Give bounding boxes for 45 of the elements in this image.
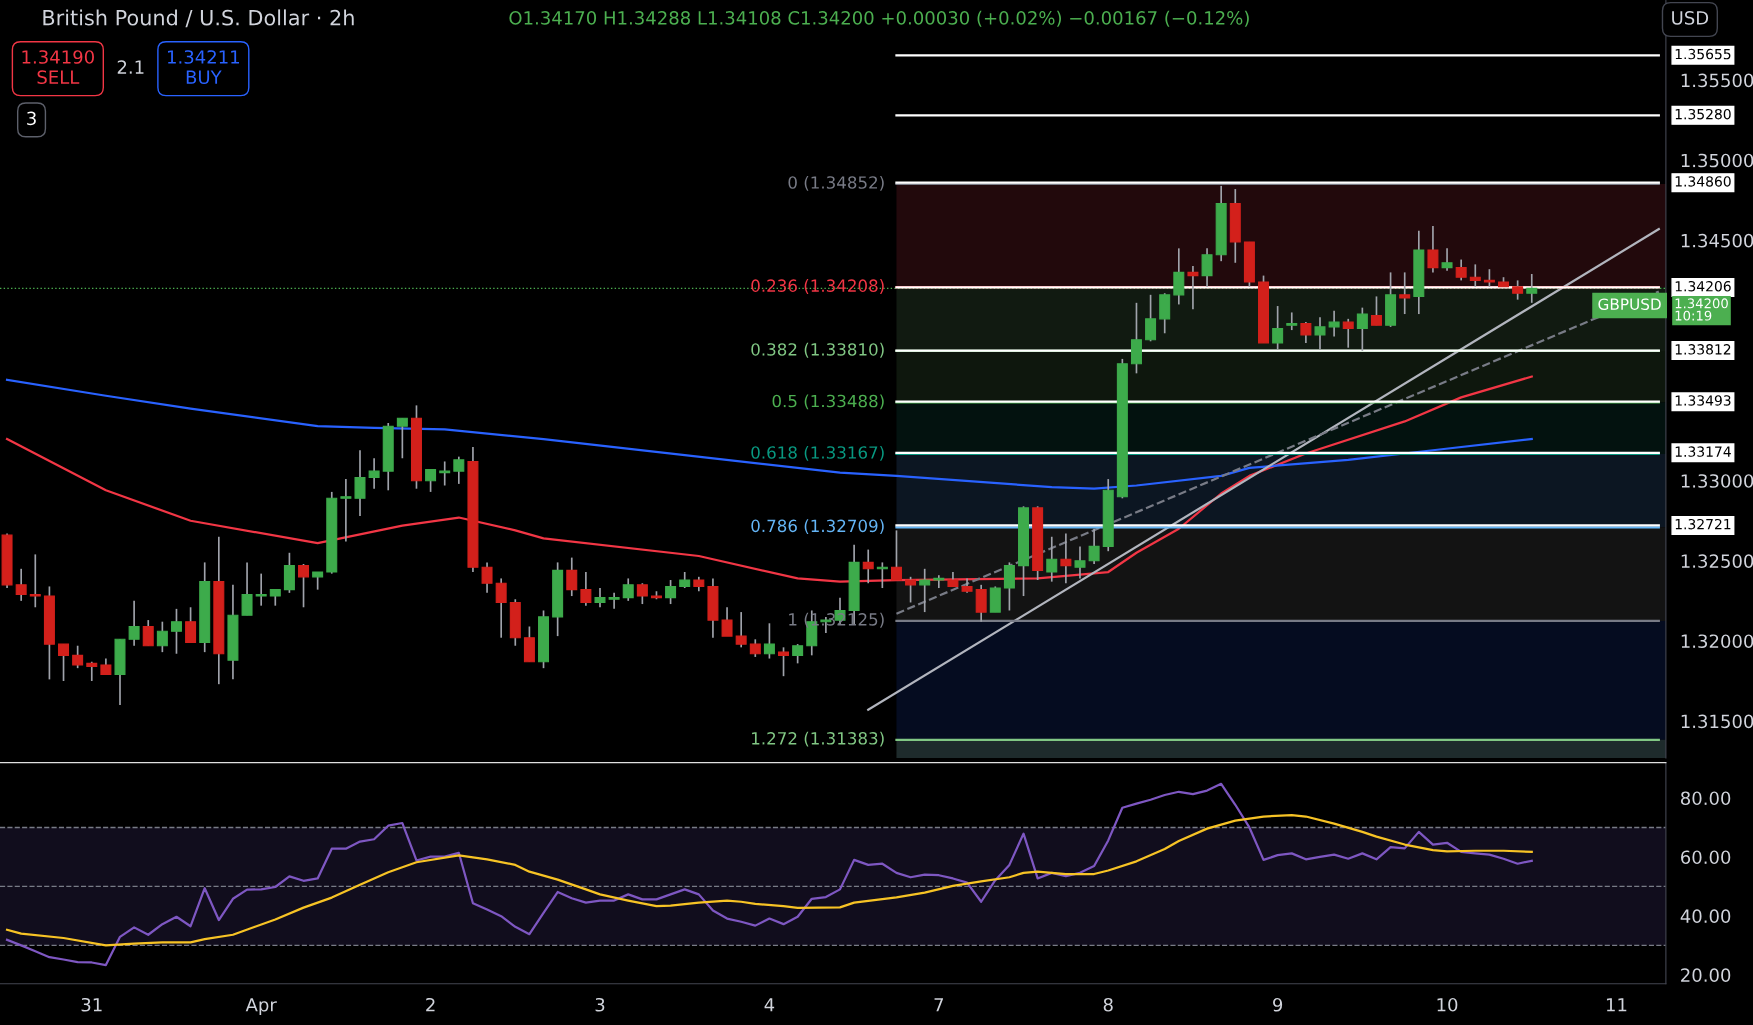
y-tick-label: 60.00 — [1681, 850, 1731, 865]
y-tick-label: 1.32000 — [1681, 634, 1753, 649]
series-label: 1.35280 — [1675, 108, 1731, 120]
x-tick-label: 31 — [81, 997, 102, 1012]
y-tick-label: 1.32500 — [1681, 554, 1753, 568]
series-label: 0.5 (1.33488) — [772, 394, 884, 410]
annotation: O1.34170 H1.34288 L1.34108 C1.34200 +0.00030 (+0.02%) −0.00167 (−0.12%) — [509, 10, 1249, 27]
chart-title: British Pound / U.S. Dollar · 2h — [43, 9, 354, 28]
series-label: 0.786 (1.32709) — [751, 519, 884, 535]
x-tick-label: 8 — [1103, 997, 1113, 1012]
x-tick-label: 4 — [764, 998, 775, 1012]
series-label: 0.382 (1.33810) — [751, 342, 884, 358]
x-tick-label: 2 — [426, 997, 435, 1012]
series-label: 1.33493 — [1675, 395, 1731, 406]
annotation: 3 — [27, 111, 36, 126]
y-tick-label: 1.35500 — [1681, 73, 1753, 88]
annotation: 2.1 — [117, 60, 144, 74]
annotation: GBPUSD — [1598, 298, 1661, 310]
y-tick-label: 1.35000 — [1681, 153, 1753, 168]
x-tick-label: 10 — [1437, 997, 1458, 1012]
y-tick-label: 1.33000 — [1681, 474, 1753, 488]
ref-line-label: 1.34200 10:19 — [1675, 298, 1728, 321]
series-label: 1.33812 — [1675, 344, 1731, 355]
series-label: 0.236 (1.34208) — [751, 279, 884, 294]
y-tick-label: 40.00 — [1680, 909, 1731, 924]
x-tick-label: 11 — [1606, 998, 1627, 1012]
x-tick-label: Apr — [245, 998, 277, 1016]
series-label: 1.35655 — [1675, 48, 1731, 60]
x-tick-label: 9 — [1273, 997, 1283, 1012]
x-tick-label: 7 — [934, 998, 944, 1012]
series-label: 1.33174 — [1675, 446, 1731, 457]
series-label: 1.272 (1.31383) — [752, 731, 884, 747]
y-tick-label: 20.00 — [1681, 968, 1731, 982]
y-tick-label: 1.31500 — [1681, 714, 1753, 729]
annotation: 1.34211 BUY — [168, 50, 240, 85]
series-label: 1.34206 — [1675, 280, 1731, 292]
series-label: 1.32721 — [1675, 518, 1731, 530]
series-label: 0.618 (1.33167) — [751, 445, 884, 461]
annotation: 1.34190 SELL — [22, 50, 94, 85]
y-tick-label: 80.00 — [1680, 791, 1731, 806]
series-label: 1.34860 — [1675, 176, 1731, 187]
y-tick-label: 1.34500 — [1681, 233, 1753, 248]
series-label: 0 (1.34852) — [788, 175, 884, 191]
text: USD — [1672, 11, 1709, 25]
x-tick-label: 3 — [595, 997, 605, 1012]
